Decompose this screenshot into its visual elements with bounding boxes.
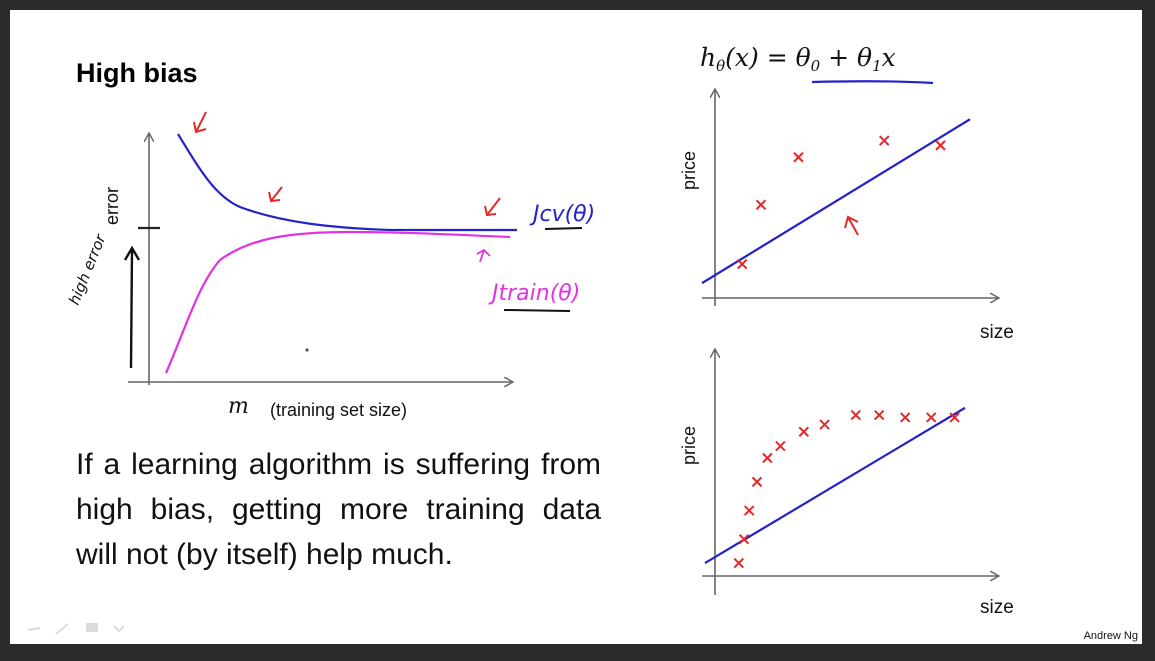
red-arrow-annotations <box>193 111 501 217</box>
bottom-point-x-marker-11 <box>925 412 937 423</box>
bottom-point-x-marker-4 <box>762 452 773 464</box>
back-icon <box>27 627 41 631</box>
jcv-curve <box>177 133 517 232</box>
svg-text:high error: high error <box>65 231 110 307</box>
bottom-fit-line <box>704 406 966 565</box>
figure-canvas: error m (training set size) Jcv(θ) Jtrai… <box>27 43 1014 635</box>
svg-text:hθ(x) = θ0 + θ1x: hθ(x) = θ0 + θ1x <box>700 43 896 75</box>
jtrain-pointer-arrow <box>476 248 491 263</box>
footer-author: Andrew Ng <box>1083 630 1138 642</box>
chevron-down-icon <box>113 625 125 633</box>
player-controls[interactable] <box>27 623 125 635</box>
slide: High bias error m (training set size) Jc… <box>10 10 1142 644</box>
stray-dot <box>305 348 309 352</box>
top-scatter-plot: price size <box>679 90 1014 343</box>
bottom-point-x-marker-8 <box>850 409 862 421</box>
formula-underline <box>811 80 934 85</box>
jtrain-label: Jtrain(θ) <box>488 281 580 306</box>
bottom-point-x-marker-7 <box>819 419 830 430</box>
body-text: If a learning algorithm is suffering fro… <box>76 448 601 571</box>
top-red-arrow <box>844 215 859 236</box>
jcv-label: Jcv(θ) <box>529 202 595 227</box>
bottom-x-label: size <box>980 597 1014 618</box>
top-point-x-marker-4 <box>935 140 946 151</box>
lc-y-label: error <box>102 187 122 225</box>
bottom-scatter-plot: price size <box>679 350 1014 618</box>
bottom-point-x-marker-12 <box>949 412 960 423</box>
top-point-x-marker-1 <box>755 199 767 210</box>
lc-x-var: m <box>228 394 249 419</box>
top-fit-line <box>701 118 971 285</box>
bottom-point-x-marker-5 <box>775 440 786 452</box>
jcv-underline <box>544 227 583 230</box>
bottom-point-x-marker-2 <box>743 505 755 516</box>
top-point-x-marker-3 <box>879 135 890 146</box>
bottom-point-x-marker-3 <box>751 476 763 488</box>
lc-x-label: (training set size) <box>270 400 407 420</box>
slide-title: High bias <box>76 58 198 88</box>
bottom-point-x-marker-0 <box>733 557 745 569</box>
bottom-y-label: price <box>679 426 699 465</box>
top-points <box>736 135 946 270</box>
top-point-x-marker-2 <box>793 152 804 163</box>
top-point-x-marker-0 <box>736 258 748 270</box>
hypothesis-formula: hθ(x) = θ0 + θ1x <box>700 43 934 85</box>
red-arrow-3 <box>484 197 501 217</box>
up-arrow-icon <box>123 245 141 369</box>
handwritten-high-error-note: high error <box>65 231 141 369</box>
bottom-point-x-marker-1 <box>738 533 750 545</box>
top-y-label: price <box>679 151 699 190</box>
pen-icon <box>55 623 69 635</box>
screen-icon <box>86 623 98 632</box>
bottom-point-x-marker-6 <box>798 426 810 437</box>
bottom-point-x-marker-10 <box>899 412 911 423</box>
bottom-points <box>733 409 960 569</box>
learning-curve-chart: error m (training set size) Jcv(θ) Jtrai… <box>65 111 595 420</box>
jtrain-underline <box>503 309 571 312</box>
bottom-point-x-marker-9 <box>873 409 885 421</box>
red-arrow-1 <box>193 111 207 134</box>
top-x-label: size <box>980 322 1014 343</box>
jtrain-curve <box>164 230 511 374</box>
red-arrow-2 <box>268 186 283 203</box>
